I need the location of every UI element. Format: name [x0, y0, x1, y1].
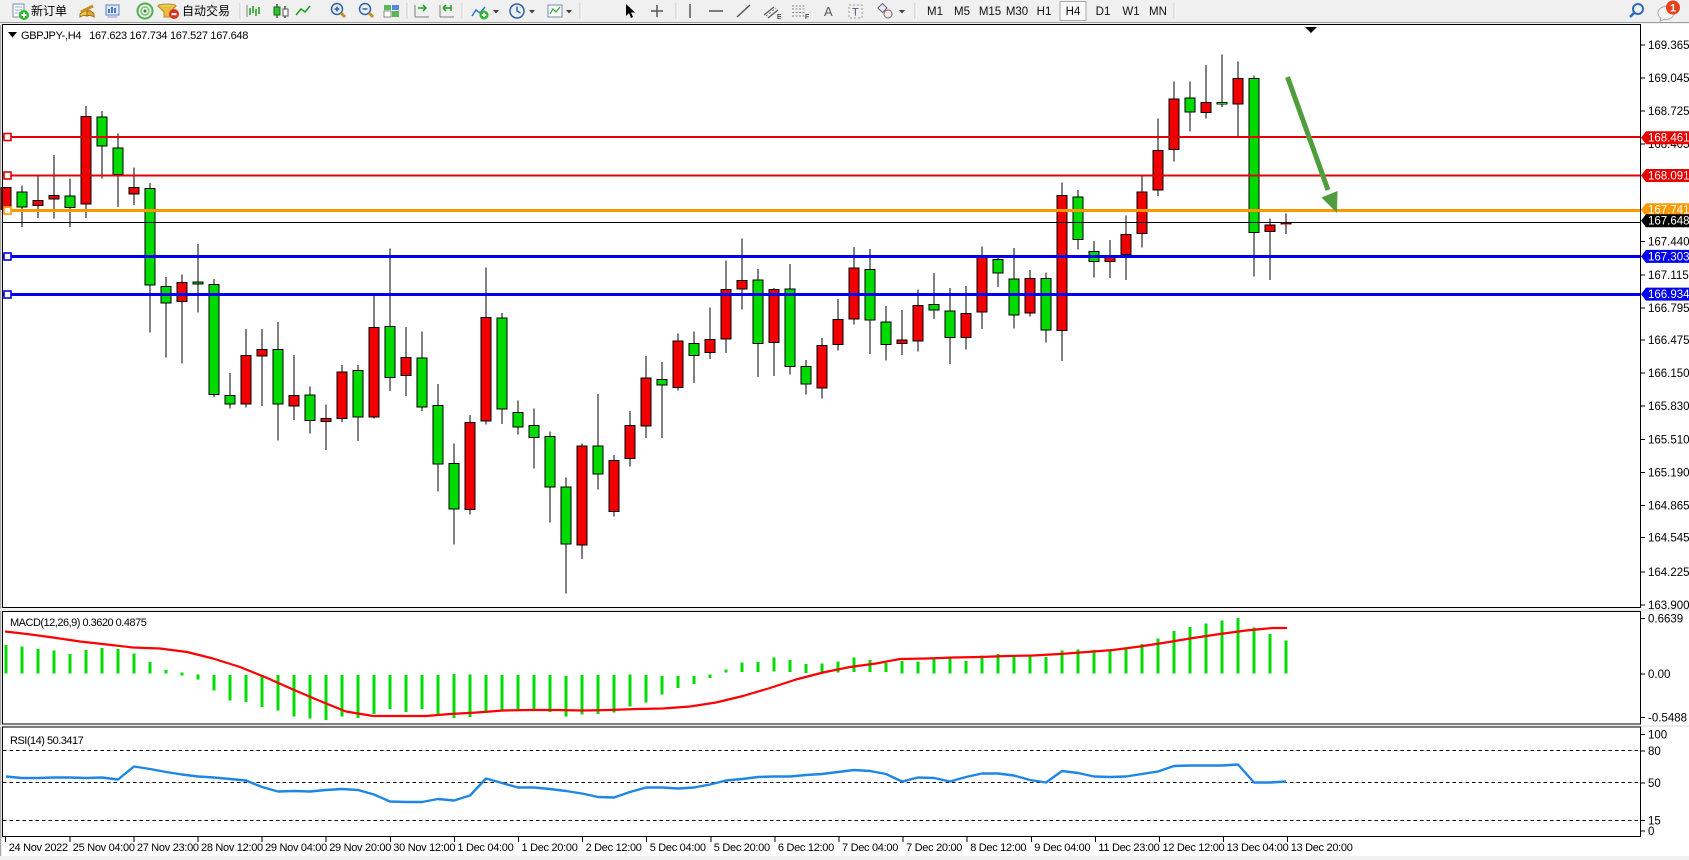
svg-text:自动交易: 自动交易 — [182, 3, 230, 18]
svg-text:5 Dec 20:00: 5 Dec 20:00 — [714, 842, 770, 854]
svg-text:新订单: 新订单 — [31, 3, 67, 18]
svg-text:RSI(14) 50.3417: RSI(14) 50.3417 — [10, 735, 84, 747]
svg-text:167.115: 167.115 — [1648, 270, 1689, 282]
svg-text:T: T — [852, 7, 859, 19]
svg-text:163.900: 163.900 — [1648, 600, 1689, 612]
svg-text:MN: MN — [1149, 6, 1167, 18]
svg-text:29 Nov 04:00: 29 Nov 04:00 — [265, 842, 327, 854]
svg-text:0: 0 — [1648, 826, 1654, 838]
svg-text:M5: M5 — [954, 6, 970, 18]
svg-text:167.741: 167.741 — [1648, 205, 1689, 217]
svg-text:0.00: 0.00 — [1648, 669, 1670, 681]
svg-text:1 Dec 20:00: 1 Dec 20:00 — [522, 842, 578, 854]
svg-text:168.725: 168.725 — [1648, 106, 1689, 118]
svg-text:168.091: 168.091 — [1648, 171, 1689, 183]
svg-text:13 Dec 20:00: 13 Dec 20:00 — [1291, 842, 1353, 854]
svg-text:5 Dec 04:00: 5 Dec 04:00 — [650, 842, 706, 854]
svg-text:W1: W1 — [1122, 6, 1139, 18]
svg-text:100: 100 — [1648, 730, 1667, 742]
svg-text:169.365: 169.365 — [1648, 40, 1689, 52]
svg-text:167.440: 167.440 — [1648, 236, 1689, 248]
svg-text:MACD(12,26,9) 0.3620 0.4875: MACD(12,26,9) 0.3620 0.4875 — [10, 617, 147, 629]
svg-text:7 Dec 20:00: 7 Dec 20:00 — [906, 842, 962, 854]
svg-text:29 Nov 20:00: 29 Nov 20:00 — [329, 842, 391, 854]
svg-text:13 Dec 04:00: 13 Dec 04:00 — [1227, 842, 1289, 854]
svg-text:164.225: 164.225 — [1648, 567, 1689, 579]
svg-text:164.545: 164.545 — [1648, 533, 1689, 545]
svg-text:165.830: 165.830 — [1648, 401, 1689, 413]
svg-text:169.045: 169.045 — [1648, 73, 1689, 85]
svg-text:D1: D1 — [1096, 6, 1111, 18]
svg-text:15: 15 — [1648, 816, 1661, 828]
svg-text:27 Nov 23:00: 27 Nov 23:00 — [137, 842, 199, 854]
svg-text:6 Dec 12:00: 6 Dec 12:00 — [778, 842, 834, 854]
svg-text:165.510: 165.510 — [1648, 435, 1689, 447]
svg-text:M1: M1 — [927, 6, 943, 18]
svg-text:50: 50 — [1648, 778, 1661, 790]
svg-text:12 Dec 12:00: 12 Dec 12:00 — [1163, 842, 1225, 854]
svg-text:M30: M30 — [1006, 6, 1028, 18]
svg-text:9 Dec 04:00: 9 Dec 04:00 — [1034, 842, 1090, 854]
svg-text:F: F — [805, 14, 809, 21]
svg-text:167.648: 167.648 — [1648, 216, 1689, 228]
svg-text:165.190: 165.190 — [1648, 468, 1689, 480]
svg-text:1 Dec 04:00: 1 Dec 04:00 — [457, 842, 513, 854]
svg-text:1: 1 — [1670, 3, 1676, 15]
svg-text:H1: H1 — [1037, 6, 1052, 18]
svg-text:166.475: 166.475 — [1648, 335, 1689, 347]
svg-text:167.303: 167.303 — [1648, 251, 1689, 263]
svg-text:7 Dec 04:00: 7 Dec 04:00 — [842, 842, 898, 854]
svg-text:E: E — [777, 14, 782, 21]
svg-text:164.865: 164.865 — [1648, 500, 1689, 512]
svg-text:A: A — [824, 4, 833, 19]
svg-text:166.150: 166.150 — [1648, 368, 1689, 380]
svg-text:168.461: 168.461 — [1648, 133, 1689, 145]
svg-text:8 Dec 12:00: 8 Dec 12:00 — [970, 842, 1026, 854]
svg-text:30 Nov 12:00: 30 Nov 12:00 — [393, 842, 455, 854]
svg-text:28 Nov 12:00: 28 Nov 12:00 — [201, 842, 263, 854]
svg-text:0.6639: 0.6639 — [1648, 614, 1683, 626]
svg-text:11 Dec 23:00: 11 Dec 23:00 — [1098, 842, 1159, 854]
svg-text:2 Dec 12:00: 2 Dec 12:00 — [586, 842, 642, 854]
svg-text:H4: H4 — [1066, 6, 1081, 18]
svg-text:166.795: 166.795 — [1648, 303, 1689, 315]
svg-text:25 Nov 04:00: 25 Nov 04:00 — [73, 842, 135, 854]
svg-text:-0.5488: -0.5488 — [1648, 713, 1687, 725]
svg-text:166.934: 166.934 — [1648, 289, 1689, 301]
svg-text:80: 80 — [1648, 746, 1661, 758]
svg-text:24 Nov 2022: 24 Nov 2022 — [9, 842, 68, 854]
svg-text:M15: M15 — [979, 6, 1001, 18]
svg-text:GBPJPY-,H4 167.623 167.734 16: GBPJPY-,H4 167.623 167.734 167.527 167.6… — [21, 30, 248, 42]
